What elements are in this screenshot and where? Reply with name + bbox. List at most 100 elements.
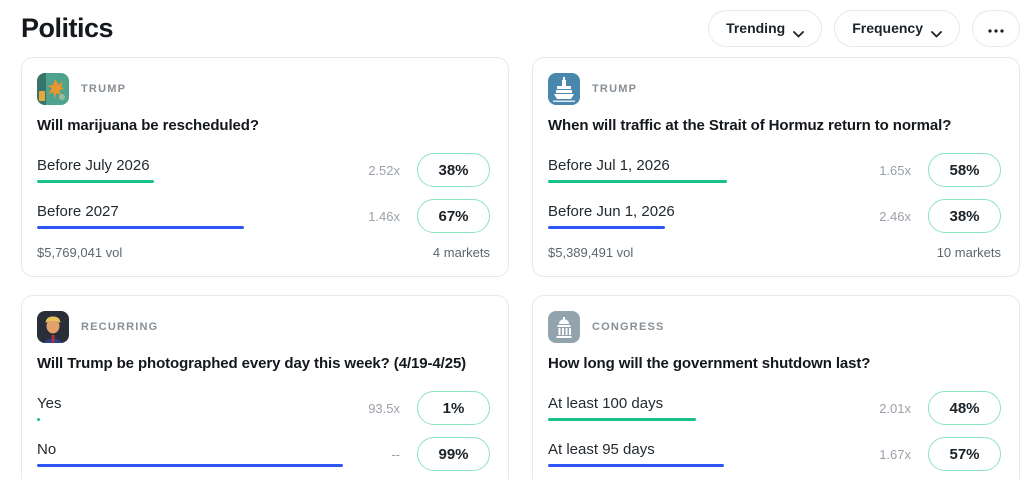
- option-row[interactable]: No -- 99%: [37, 431, 490, 477]
- option-percent-button[interactable]: 38%: [928, 199, 1001, 233]
- markets-count: 4 markets: [432, 245, 490, 260]
- page-title: Politics: [21, 12, 114, 43]
- category-label: TRUMP: [81, 83, 127, 95]
- trump-portrait-icon: [37, 311, 69, 343]
- frequency-dropdown-label: Frequency: [852, 20, 923, 36]
- volume-label: $5,769,041 vol: [37, 245, 123, 260]
- option-label-block: Before Jun 1, 2026: [548, 203, 857, 229]
- option-progress-bar: [548, 180, 728, 183]
- option-percent: 67%: [438, 207, 469, 225]
- option-progress-track: [37, 464, 346, 467]
- option-percent-button[interactable]: 99%: [417, 437, 490, 471]
- options-list: Before July 2026 2.52x 38% Before 2027 1…: [37, 147, 490, 239]
- option-progress-bar: [548, 464, 725, 467]
- trending-dropdown-label: Trending: [726, 20, 786, 36]
- option-label-block: No: [37, 441, 346, 467]
- market-card-strait-of-hormuz[interactable]: TRUMP When will traffic at the Strait of…: [532, 57, 1020, 277]
- chevron-down-icon: [793, 25, 805, 37]
- frequency-dropdown[interactable]: Frequency: [834, 9, 960, 47]
- option-progress-track: [548, 418, 857, 421]
- market-card-government-shutdown[interactable]: CONGRESS How long will the government sh…: [532, 295, 1020, 479]
- card-footer: $5,769,041 vol 4 markets: [37, 245, 490, 262]
- category-label: RECURRING: [81, 321, 159, 333]
- option-row[interactable]: Before Jun 1, 2026 2.46x 38%: [548, 193, 1001, 239]
- market-card-trump-photographed[interactable]: RECURRING Will Trump be photographed eve…: [21, 295, 509, 479]
- market-question: Will marijuana be rescheduled?: [37, 117, 259, 134]
- option-label-block: Before 2027: [37, 203, 346, 229]
- option-label: Before 2027: [37, 203, 119, 220]
- option-multiplier: 2.01x: [879, 400, 911, 416]
- option-progress-bar: [37, 418, 41, 421]
- option-label: At least 100 days: [548, 395, 664, 412]
- market-card-marijuana[interactable]: TRUMP Will marijuana be rescheduled? Bef…: [21, 57, 509, 277]
- category-label: CONGRESS: [592, 321, 665, 333]
- option-percent-button[interactable]: 1%: [417, 391, 490, 425]
- option-percent: 1%: [442, 399, 465, 417]
- option-progress-bar: [548, 226, 666, 229]
- option-row[interactable]: Before July 2026 2.52x 38%: [37, 147, 490, 193]
- option-percent-button[interactable]: 57%: [928, 437, 1001, 471]
- option-progress-track: [548, 226, 857, 229]
- option-percent: 99%: [438, 445, 469, 463]
- option-progress-bar: [37, 464, 343, 467]
- card-header: CONGRESS: [548, 311, 1001, 343]
- option-percent: 48%: [949, 399, 980, 417]
- option-percent: 57%: [949, 445, 980, 463]
- option-percent-button[interactable]: 38%: [417, 153, 490, 187]
- trending-dropdown[interactable]: Trending: [708, 9, 823, 47]
- option-row[interactable]: At least 100 days 2.01x 48%: [548, 385, 1001, 431]
- option-multiplier: 2.52x: [368, 162, 400, 178]
- option-progress-track: [37, 180, 346, 183]
- option-progress-track: [37, 418, 346, 421]
- option-progress-bar: [37, 180, 155, 183]
- option-label: Before July 2026: [37, 157, 150, 174]
- option-multiplier: --: [391, 446, 400, 462]
- option-label: Before Jul 1, 2026: [548, 157, 670, 174]
- option-label-block: At least 95 days: [548, 441, 857, 467]
- card-header: RECURRING: [37, 311, 490, 343]
- chevron-down-icon: [931, 25, 942, 37]
- ellipsis-icon: [988, 20, 1004, 36]
- option-row[interactable]: At least 95 days 1.67x 57%: [548, 431, 1001, 477]
- option-row[interactable]: Before 2027 1.46x 67%: [37, 193, 490, 239]
- options-list: Before Jul 1, 2026 1.65x 58% Before Jun …: [548, 147, 1001, 239]
- option-label-block: Yes: [37, 395, 346, 421]
- option-percent-button[interactable]: 48%: [928, 391, 1001, 425]
- page-header: Politics Trending Frequency: [0, 0, 1024, 48]
- cargo-ship-icon: [548, 73, 580, 105]
- option-percent: 58%: [949, 161, 980, 179]
- option-multiplier: 1.65x: [879, 162, 911, 178]
- option-progress-bar: [37, 226, 245, 229]
- option-percent: 38%: [949, 207, 980, 225]
- market-question: When will traffic at the Strait of Hormu…: [548, 117, 952, 134]
- more-options-button[interactable]: [972, 9, 1020, 47]
- option-row[interactable]: Before Jul 1, 2026 1.65x 58%: [548, 147, 1001, 193]
- option-percent-button[interactable]: 58%: [928, 153, 1001, 187]
- option-progress-track: [37, 226, 346, 229]
- toolbar: Trending Frequency: [708, 9, 1020, 47]
- option-label-block: Before July 2026: [37, 157, 346, 183]
- option-progress-track: [548, 180, 857, 183]
- volume-label: $5,389,491 vol: [548, 245, 634, 260]
- category-label: TRUMP: [592, 83, 638, 95]
- option-label-block: Before Jul 1, 2026: [548, 157, 857, 183]
- option-progress-track: [548, 464, 857, 467]
- option-row[interactable]: Yes 93.5x 1%: [37, 385, 490, 431]
- options-list: At least 100 days 2.01x 48% At least 95 …: [548, 385, 1001, 477]
- option-label: Yes: [37, 395, 62, 412]
- market-cards-grid: TRUMP Will marijuana be rescheduled? Bef…: [0, 48, 1024, 479]
- markets-count: 10 markets: [936, 245, 1001, 260]
- option-label: At least 95 days: [548, 441, 655, 458]
- option-label: No: [37, 441, 57, 458]
- option-label-block: At least 100 days: [548, 395, 857, 421]
- option-percent-button[interactable]: 67%: [417, 199, 490, 233]
- capitol-building-icon: [548, 311, 580, 343]
- market-question: Will Trump be photographed every day thi…: [37, 355, 467, 372]
- option-multiplier: 2.46x: [879, 208, 911, 224]
- option-label: Before Jun 1, 2026: [548, 203, 675, 220]
- option-percent: 38%: [438, 161, 469, 179]
- option-progress-bar: [548, 418, 697, 421]
- card-header: TRUMP: [548, 73, 1001, 105]
- option-multiplier: 93.5x: [368, 400, 400, 416]
